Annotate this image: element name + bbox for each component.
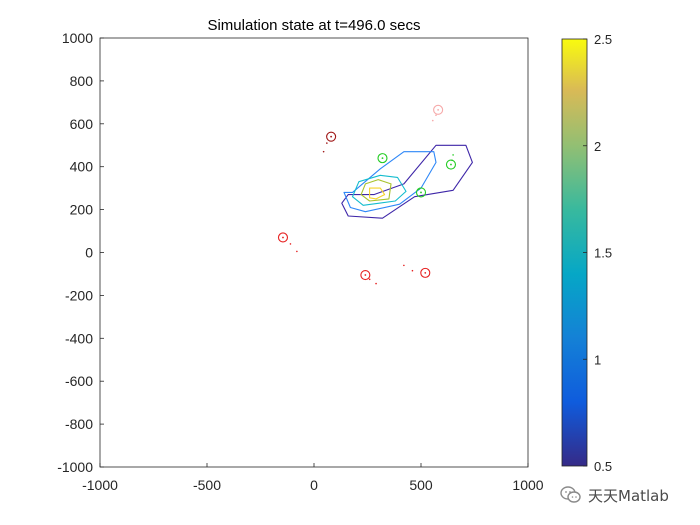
y-tick-label: -200 <box>65 287 93 303</box>
contour-line <box>369 187 386 200</box>
y-axis: -1000 -800 -600 -400 -200 0 200 400 600 800 1000 <box>57 30 104 475</box>
agent-marker <box>415 187 427 198</box>
y-tick-label: 1000 <box>62 30 93 46</box>
plot-area <box>99 37 529 468</box>
y-tick-label: 600 <box>70 116 94 132</box>
agent-center-dot <box>282 236 284 239</box>
agent-layer <box>277 104 457 285</box>
y-tick-label: 200 <box>70 202 94 218</box>
agent-center-dot <box>420 191 422 194</box>
agent-trail-dot <box>403 264 405 267</box>
agent-marker <box>445 159 457 170</box>
x-tick-label: 0 <box>310 477 318 493</box>
agent-trail-dot <box>431 119 434 122</box>
agent-marker <box>326 131 337 142</box>
colorbar-tick-label: 2.5 <box>594 32 612 47</box>
agent-trail-dot <box>375 282 377 285</box>
agent-marker <box>277 232 289 243</box>
agent-center-dot <box>450 163 452 166</box>
agent-center-dot <box>364 274 367 276</box>
agent-center-dot <box>330 135 333 138</box>
colorbar-ticks: 0.5 1 1.5 2 2.5 <box>583 32 612 474</box>
colorbar-tick-label: 1.5 <box>594 246 612 261</box>
y-tick-label: -800 <box>65 416 93 432</box>
contour-line <box>341 144 473 219</box>
agent-marker <box>360 269 371 281</box>
agent-trail-dot <box>435 114 437 117</box>
agent-trail-dot <box>289 243 292 245</box>
y-tick-label: 0 <box>85 245 93 261</box>
agent-trail-dot <box>326 142 328 144</box>
watermark: 天天Matlab <box>560 484 669 506</box>
wechat-icon <box>560 486 581 503</box>
x-tick-label: -1000 <box>82 477 118 493</box>
y-tick-label: 400 <box>70 159 94 175</box>
agent-marker <box>433 104 444 115</box>
agent-marker <box>420 267 431 278</box>
x-axis: -1000 -500 0 500 1000 <box>82 463 544 493</box>
colorbar-tick-label: 1 <box>594 352 601 367</box>
agent-center-dot <box>437 108 440 111</box>
agent-trail-dot <box>368 278 371 281</box>
y-tick-label: 800 <box>70 73 94 89</box>
agent-center-dot <box>424 271 427 274</box>
colorbar-tick-label: 2 <box>594 139 601 154</box>
agent-trail-dot <box>411 269 414 272</box>
agent-trail-dot <box>452 154 454 156</box>
y-tick-label: -400 <box>65 330 93 346</box>
x-tick-label: -500 <box>193 477 221 493</box>
contour-line <box>360 179 392 202</box>
watermark-text: 天天Matlab <box>588 486 669 505</box>
agent-marker <box>377 153 388 164</box>
y-tick-label: -600 <box>65 373 93 389</box>
x-tick-label: 500 <box>409 477 433 493</box>
x-tick-label: 1000 <box>512 477 543 493</box>
colorbar-tick-label: 0.5 <box>594 459 612 474</box>
y-tick-label: -1000 <box>57 459 93 475</box>
agent-trail-dot <box>322 150 325 153</box>
agent-trail-dot <box>296 250 298 253</box>
contour-line <box>351 174 407 206</box>
agent-center-dot <box>381 157 384 160</box>
chart-title: Simulation state at t=496.0 secs <box>207 17 420 34</box>
